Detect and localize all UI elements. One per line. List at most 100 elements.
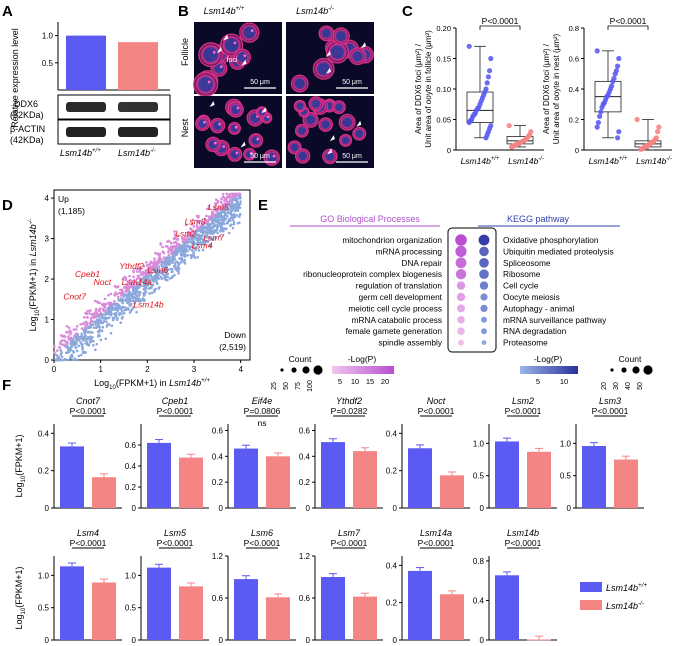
- gene-point: [134, 296, 137, 299]
- arrowhead-icon: [240, 141, 246, 148]
- gene-point: [125, 293, 129, 297]
- kegg-count-legend-title: Count: [619, 354, 642, 364]
- data-point: [509, 144, 515, 150]
- genotype-sup: -/-: [666, 156, 672, 162]
- actin-band-wt: [66, 127, 106, 137]
- gene-point: [149, 286, 153, 290]
- panel-c-ytick-label: 0.15: [436, 55, 451, 64]
- gene-point: [141, 270, 145, 274]
- oocyte-cell: [348, 47, 367, 66]
- gene-point: [88, 312, 91, 315]
- ddx6-band-ko: [118, 102, 158, 112]
- panel-a-ylabel: Relative expression level: [10, 28, 20, 128]
- kegg-count-tick: 40: [625, 382, 632, 390]
- panel-f-ytick-label: 1.0: [560, 439, 572, 448]
- gene-point: [94, 315, 97, 318]
- gene-point: [182, 239, 186, 242]
- gene-point: [76, 338, 80, 341]
- gene-point: [213, 206, 217, 210]
- gene-point: [173, 230, 176, 233]
- ddx6-focus: [212, 50, 216, 54]
- gene-point: [135, 284, 139, 288]
- panel-f-ytick-label: 0.5: [38, 604, 50, 613]
- kegg-count-tick: 30: [613, 382, 620, 390]
- gene-point: [135, 277, 139, 281]
- panel-d-xlabel: Log10(FPKM+1) in Lsm14b+/+: [94, 378, 210, 391]
- gene-point: [128, 274, 131, 278]
- gene-point: [97, 318, 100, 322]
- gene-point: [89, 326, 93, 329]
- gene-point: [142, 284, 145, 288]
- gene-point: [59, 353, 63, 356]
- gene-point: [234, 199, 238, 202]
- gene-point: [123, 306, 127, 309]
- xlabel-geno: Lsm14b: [169, 378, 201, 388]
- gene-point: [85, 337, 88, 341]
- gene-point: [225, 192, 229, 196]
- gene-point: [220, 197, 223, 201]
- ylabel-sub: 10: [21, 475, 27, 482]
- gene-point: [153, 268, 157, 271]
- panel-f-ytick-label: 0: [306, 504, 311, 513]
- gene-point: [118, 312, 122, 315]
- legend-swatch-wt: [580, 582, 602, 592]
- kegg-term-label: Spliceosome: [503, 258, 551, 268]
- gene-point: [201, 232, 205, 235]
- gene-point: [99, 311, 103, 315]
- gene-point: [65, 345, 68, 349]
- gene-point: [72, 350, 76, 354]
- kegg-dot: [479, 281, 489, 290]
- gene-point: [125, 282, 128, 286]
- panel-c-ylabel-line2: Unit area of ooyte in follicle (μm²): [424, 30, 433, 148]
- gene-point: [218, 234, 222, 238]
- panel-f-pvalue: P<0.0001: [418, 538, 455, 548]
- data-point: [487, 68, 493, 74]
- gene-point: [100, 303, 104, 306]
- gene-point: [89, 337, 93, 341]
- count-legend-dot: [302, 366, 310, 374]
- data-point: [612, 71, 618, 77]
- gene-point: [221, 195, 225, 199]
- gene-point: [138, 270, 142, 273]
- gene-point: [163, 262, 166, 266]
- gene-point: [86, 330, 90, 334]
- gene-point: [146, 276, 150, 279]
- panel-f-pvalue: P=0.0282: [331, 406, 368, 416]
- arrowhead-icon: [241, 59, 247, 66]
- panel-f-ytick-label: 0.2: [386, 467, 398, 476]
- go-dot: [455, 234, 467, 246]
- ddx6-size: (52KDa): [10, 110, 44, 120]
- gene-point: [220, 217, 223, 221]
- gene-point: [110, 324, 114, 328]
- gene-point: [180, 258, 184, 262]
- panel-f-bar: [60, 446, 84, 508]
- gene-point: [124, 278, 128, 282]
- ddx6-focus: [233, 41, 237, 45]
- oocyte-cell: [294, 148, 311, 164]
- gene-point: [226, 204, 230, 207]
- panel-c-ytick-label: 0.2: [569, 116, 579, 125]
- go-dot: [458, 339, 464, 346]
- gene-point: [67, 335, 70, 338]
- oocyte-cell: [352, 126, 367, 141]
- gene-point: [145, 264, 149, 267]
- gene-point: [66, 351, 70, 354]
- gene-point: [120, 297, 123, 300]
- go-dot: [457, 304, 465, 313]
- panel-f-bar: [234, 448, 258, 508]
- oocyte-cell: [227, 146, 243, 162]
- gene-point: [135, 310, 138, 314]
- panel-f-gene-title: Lsm6: [251, 528, 273, 538]
- gene-point: [99, 321, 102, 325]
- panel-f-ytick-label: 0.5: [560, 472, 572, 481]
- gene-point: [190, 223, 194, 226]
- kegg-logp-tick: 10: [560, 377, 568, 386]
- gene-point: [203, 235, 207, 238]
- gene-point: [170, 270, 174, 274]
- panel-f-bar: [179, 586, 203, 640]
- gene-annotation: Lsm14a: [122, 277, 153, 287]
- gene-point: [177, 262, 181, 266]
- gene-point: [184, 223, 188, 227]
- count-legend-dot: [621, 367, 627, 373]
- gene-point: [143, 298, 146, 302]
